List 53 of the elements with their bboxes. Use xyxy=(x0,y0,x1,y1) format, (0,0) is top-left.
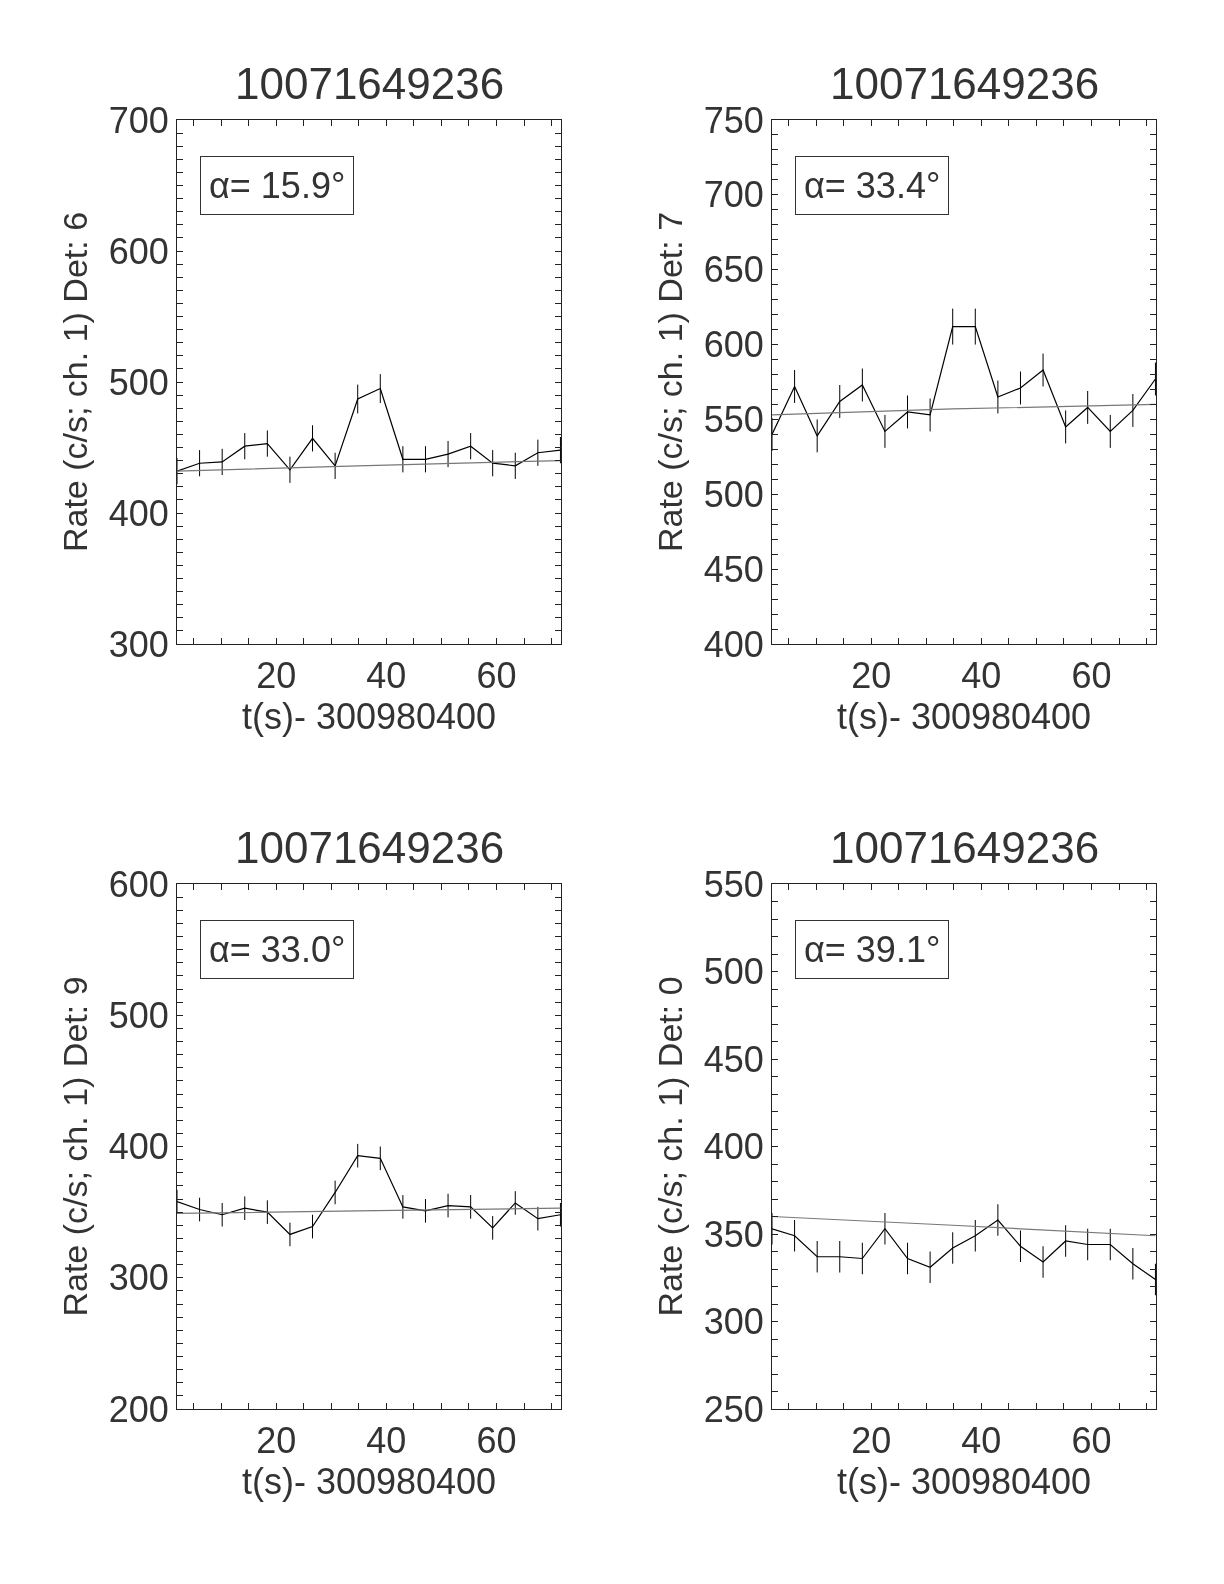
y-axis-title: Rate (c/s; ch. 1) Det: 7 xyxy=(651,211,690,553)
y-tick-label: 500 xyxy=(108,361,169,403)
chart-title: 10071649236 xyxy=(235,823,505,872)
y-tick-label: 300 xyxy=(108,1257,169,1299)
annotation: α= 39.1° xyxy=(804,929,941,970)
x-tick-label: 60 xyxy=(476,1420,517,1462)
y-tick-label: 400 xyxy=(703,1126,764,1168)
chart-title: 10071649236 xyxy=(830,823,1100,872)
y-tick-label: 300 xyxy=(108,623,169,665)
x-axis-title: t(s)- 300980400 xyxy=(241,696,497,738)
x-tick-label: 60 xyxy=(1071,655,1112,697)
y-tick-label: 650 xyxy=(703,249,764,291)
annotation: α= 33.0° xyxy=(209,929,346,970)
y-tick-label: 500 xyxy=(703,951,764,993)
y-tick-label: 400 xyxy=(108,1126,169,1168)
x-axis-title: t(s)- 300980400 xyxy=(836,696,1092,738)
y-tick-label: 700 xyxy=(108,99,169,141)
x-tick-label: 40 xyxy=(961,655,1002,697)
x-tick-label: 20 xyxy=(256,655,297,697)
y-axis-title: Rate (c/s; ch. 1) Det: 0 xyxy=(651,976,690,1317)
y-tick-label: 600 xyxy=(703,324,764,366)
x-axis-title: t(s)- 300980400 xyxy=(836,1461,1092,1503)
annotation: α= 33.4° xyxy=(804,165,941,206)
x-tick-label: 20 xyxy=(256,1420,297,1462)
y-tick-label: 250 xyxy=(703,1388,764,1430)
x-tick-label: 40 xyxy=(366,1420,407,1462)
x-tick-label: 20 xyxy=(851,655,892,697)
y-tick-label: 600 xyxy=(108,230,169,272)
x-tick-label: 60 xyxy=(476,655,517,697)
y-tick-label: 600 xyxy=(108,863,169,905)
chart-title: 10071649236 xyxy=(235,59,505,108)
x-axis-title: t(s)- 300980400 xyxy=(241,1461,497,1503)
y-tick-label: 200 xyxy=(108,1388,169,1430)
y-axis-title: Rate (c/s; ch. 1) Det: 9 xyxy=(56,976,95,1317)
y-tick-label: 700 xyxy=(703,174,764,216)
y-tick-label: 450 xyxy=(703,548,764,590)
y-tick-label: 550 xyxy=(703,863,764,905)
x-tick-label: 40 xyxy=(961,1420,1002,1462)
y-tick-label: 500 xyxy=(108,994,169,1036)
x-tick-label: 40 xyxy=(366,655,407,697)
chart-title: 10071649236 xyxy=(830,59,1100,108)
y-tick-label: 550 xyxy=(703,399,764,441)
y-tick-label: 750 xyxy=(703,99,764,141)
y-axis-title: Rate (c/s; ch. 1) Det: 6 xyxy=(56,211,95,553)
y-tick-label: 300 xyxy=(703,1301,764,1343)
x-tick-label: 20 xyxy=(851,1420,892,1462)
y-tick-label: 350 xyxy=(703,1213,764,1255)
x-tick-label: 60 xyxy=(1071,1420,1112,1462)
y-tick-label: 400 xyxy=(703,623,764,665)
y-tick-label: 500 xyxy=(703,473,764,515)
y-tick-label: 450 xyxy=(703,1038,764,1080)
annotation: α= 15.9° xyxy=(209,165,346,206)
y-tick-label: 400 xyxy=(108,492,169,534)
